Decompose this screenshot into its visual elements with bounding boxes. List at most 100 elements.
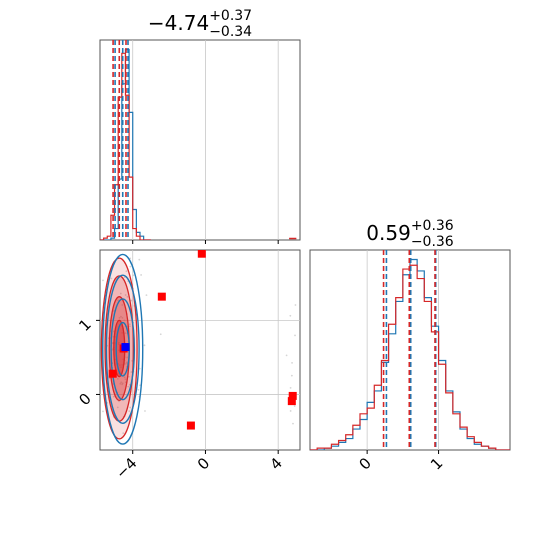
scatter-point-84: [118, 341, 120, 344]
scatter-point-75: [120, 381, 123, 384]
scatter-point-79: [145, 294, 148, 297]
ticklabel-x1-0: 0: [355, 454, 374, 473]
scatter-point-121: [111, 348, 114, 351]
title-param-1: 0.59+0.36 −0.36: [366, 218, 454, 250]
scatter-point-6: [119, 382, 122, 385]
scatter-point-50: [126, 356, 129, 359]
ticklabel-x0-2: 4: [267, 454, 286, 473]
panel-titles: −4.74+0.37 −0.34 0.59+0.36 −0.36: [148, 8, 454, 250]
scatter-point-37: [114, 358, 117, 361]
scatter-point-3: [121, 364, 124, 366]
scatter-point-21: [102, 279, 104, 282]
scatter-point-105: [112, 395, 115, 398]
scatter-point-29: [100, 230, 102, 232]
scatter-point-40: [116, 377, 119, 380]
scatter-point-7: [124, 378, 127, 381]
marker-b-5: [288, 391, 297, 400]
ticklabel-y1-1: 1: [75, 315, 94, 334]
contour-a-3: [102, 253, 144, 445]
contour-a-1: [110, 298, 136, 401]
scatter-point-53: [138, 258, 141, 261]
hist-h0-series-b: [100, 52, 151, 240]
quantile-lines: [112, 40, 437, 450]
scatter-tail-point-2: [294, 334, 296, 337]
scatter-point-28: [121, 304, 124, 306]
ticklabel-x0-0: −4: [112, 454, 140, 482]
title-0-plus: +0.37: [209, 8, 252, 24]
scatter-tail-point-1: [289, 386, 292, 389]
scatter-point-125: [108, 377, 111, 380]
marker-b-1: [157, 292, 166, 301]
scatter-point-26: [143, 344, 146, 347]
scatter-point-18: [118, 349, 120, 352]
scatter-point-129: [139, 384, 141, 387]
scatter-point-30: [129, 257, 132, 260]
contour-a-2: [105, 274, 140, 425]
scatter-point-126: [126, 296, 129, 298]
scatter-point-88: [121, 331, 124, 334]
scatter-point-78: [124, 294, 127, 296]
scatter-point-5: [122, 432, 125, 435]
scatter-point-64: [121, 316, 124, 319]
scatter-tail-point-7: [292, 422, 294, 425]
scatter-point-34: [132, 274, 135, 277]
scatter-tail-point-9: [289, 410, 292, 412]
scatter-point-98: [144, 410, 146, 412]
scatter-tail-point-5: [290, 374, 293, 377]
scatter-point-115: [119, 364, 121, 367]
frame-h0: [99, 39, 301, 241]
scatter-point-82: [130, 371, 133, 373]
title-0-value: −4.74: [148, 11, 209, 35]
scatter-tail-point-0: [294, 304, 297, 306]
scatter-point-93: [125, 270, 128, 273]
scatter-point-86: [102, 410, 104, 413]
title-1-minus: −0.36: [411, 234, 454, 250]
scatter-tail-point-8: [285, 354, 288, 357]
scatter-point-113: [118, 316, 121, 319]
scatter-point-47: [128, 410, 131, 413]
scatter-point-117: [114, 336, 117, 338]
marker-b-0: [197, 250, 206, 258]
scatter-point-135: [120, 366, 122, 369]
gridlines: [100, 40, 439, 450]
scatter-point-23: [110, 277, 113, 280]
ticklabel-x1-1: 1: [427, 454, 446, 473]
scatter-tail-point-6: [293, 405, 296, 407]
marker-b-3: [108, 369, 117, 378]
scatter-point-87: [123, 376, 126, 379]
scatter-point-112: [117, 299, 119, 302]
title-param-0: −4.74+0.37 −0.34: [148, 8, 252, 40]
scatter-point-59: [129, 406, 132, 409]
scatter-point-118: [123, 276, 126, 279]
scatter-point-54: [130, 299, 133, 302]
scatter-point-104: [129, 265, 132, 268]
scatter-point-73: [122, 358, 125, 361]
scatter-tail-point-4: [289, 314, 292, 317]
scatter-point-13: [128, 325, 131, 328]
scatter-point-62: [116, 214, 118, 216]
scatter-point-114: [123, 319, 126, 322]
scatter-tail-point-3: [291, 361, 293, 364]
ticklabel-y1-0: 0: [75, 390, 94, 409]
ticklabel-x0-1: 0: [194, 454, 213, 473]
marker-a-0: [121, 343, 130, 352]
scatter-point-109: [121, 383, 124, 386]
scatter-point-48: [117, 343, 120, 346]
title-1-value: 0.59: [366, 221, 411, 245]
scatter-point-0: [159, 333, 162, 336]
scatter-point-107: [126, 361, 128, 364]
title-1-plus: +0.36: [411, 218, 454, 234]
marker-b-4: [186, 421, 195, 430]
scatter-point-85: [120, 315, 122, 318]
scatter-point-31: [138, 367, 141, 370]
scatter-point-24: [124, 332, 127, 335]
scatter-point-60: [137, 388, 140, 391]
title-0-minus: −0.34: [209, 24, 252, 40]
scatter-point-106: [140, 274, 143, 276]
scatter-point-81: [119, 292, 122, 295]
scatter-point-38: [116, 406, 119, 409]
marker-b-6: [287, 397, 296, 406]
scatter-point-45: [127, 385, 130, 388]
